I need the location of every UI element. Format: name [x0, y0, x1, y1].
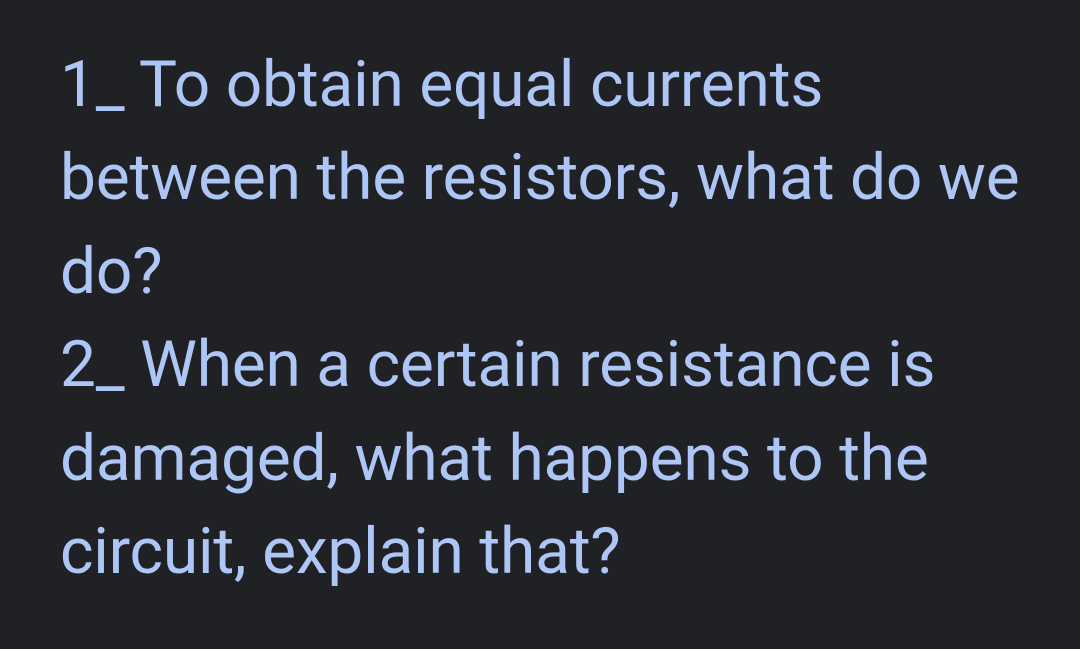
- question-text-block: 1_ To obtain equal currents between the …: [60, 38, 1020, 599]
- text-container: 1_ To obtain equal currents between the …: [0, 0, 1080, 649]
- question-1: 1_ To obtain equal currents between the …: [60, 47, 1020, 309]
- question-2: 2_ When a certain resistance is damaged,…: [60, 327, 935, 589]
